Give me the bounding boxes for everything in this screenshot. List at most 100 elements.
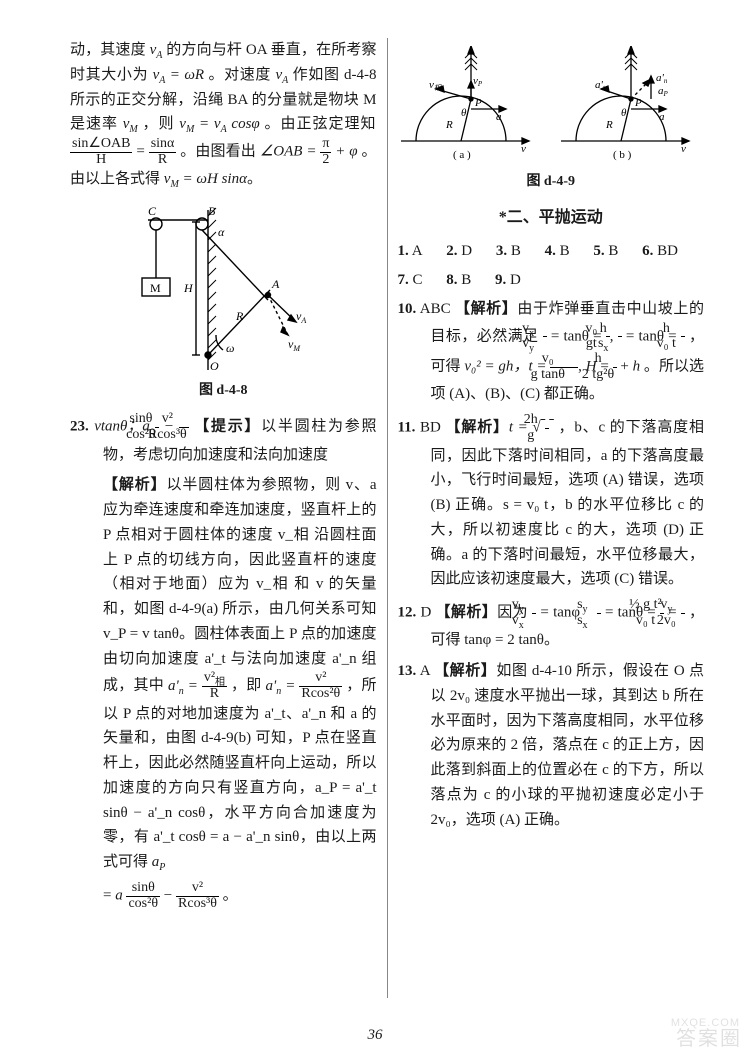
t: ，即 bbox=[231, 678, 265, 694]
ana-label: 【解析】 bbox=[103, 477, 166, 493]
svg-text:R: R bbox=[605, 119, 613, 131]
frac-an2: v²Rcos²θ bbox=[299, 671, 342, 701]
section-title: *二、平抛运动 bbox=[398, 205, 705, 231]
svg-text:a't: a't bbox=[595, 79, 606, 92]
q23: 23. vtanθ；a sinθcos²θ − v²Rcos³θ 【提示】以半圆… bbox=[70, 412, 377, 467]
lbl-B: B bbox=[208, 204, 216, 218]
q23-analysis: 【解析】以半圆柱体为参照物，则 v、a 应为牵连速度和牵连加速度，竖直杆上的 P… bbox=[70, 473, 377, 875]
eq-angle2: + φ bbox=[331, 144, 357, 160]
svg-text:vP: vP bbox=[473, 75, 483, 88]
q10-ans: ABC bbox=[420, 301, 451, 317]
a4: 4. B bbox=[545, 243, 580, 259]
figcap-d-4-8: 图 d-4-8 bbox=[70, 379, 377, 402]
eq-vM: vM = vA cosφ bbox=[179, 116, 259, 132]
ana1: 以半圆柱体为参照物，则 v、a 应为牵连速度和牵连加速度，竖直杆上的 P 点相对… bbox=[103, 477, 377, 694]
q13-text: 如图 d-4-10 所示，假设在 O 点以 2v₀ 速度水平抛出一球，其到达 b… bbox=[431, 663, 705, 828]
q23-frac2: v²Rcos³θ bbox=[179, 412, 189, 442]
two-column-layout: 动，其速度 vA 的方向与杆 OA 垂直，在所考察时其大小为 vA = ωR 。… bbox=[60, 38, 714, 998]
q11-num: 11. bbox=[398, 420, 416, 436]
f: vyvx bbox=[532, 598, 536, 628]
svg-text:a: a bbox=[659, 111, 665, 123]
lbl-omega: ω bbox=[226, 341, 234, 355]
svg-text:v: v bbox=[521, 143, 526, 155]
q12-ans: D bbox=[420, 605, 431, 621]
lbl-vM: vM bbox=[288, 337, 301, 353]
svg-text:v相: v相 bbox=[429, 79, 442, 92]
var-vA: vA bbox=[150, 42, 163, 58]
lbl-alpha: α bbox=[218, 225, 225, 239]
f: v₀g tanθ bbox=[550, 352, 578, 382]
f: 2hg bbox=[545, 413, 549, 443]
lbl-O: O bbox=[210, 359, 219, 373]
q13-num: 13. bbox=[398, 663, 417, 679]
txt: 。由图看出 bbox=[180, 144, 260, 160]
q10-label: 【解析】 bbox=[455, 301, 517, 317]
var-vM: vM bbox=[123, 116, 138, 132]
eq-an1: a'n = bbox=[168, 678, 202, 694]
txt: 动，其速度 bbox=[70, 42, 150, 58]
svg-text:R: R bbox=[445, 119, 453, 131]
lbl-H: H bbox=[183, 281, 194, 295]
var-vA2: vA bbox=[275, 67, 288, 83]
mid: − bbox=[164, 888, 176, 904]
q23-ff1: sinθcos²θ bbox=[126, 881, 160, 911]
q11-label: 【解析】 bbox=[446, 420, 509, 436]
page-number: 36 bbox=[0, 1023, 750, 1048]
q11: 11. BD 【解析】t = √ 2hg ，b、c 的下落高度相同，因此下落时间… bbox=[398, 413, 705, 592]
a9: 9. D bbox=[495, 272, 531, 288]
txt: 。对速度 bbox=[208, 67, 275, 83]
svg-text:P: P bbox=[474, 97, 482, 109]
watermark-main: 答案圈 bbox=[676, 1023, 742, 1056]
a5: 5. B bbox=[593, 243, 628, 259]
q13-label: 【解析】 bbox=[434, 663, 496, 679]
svg-text:a'n: a'n bbox=[656, 72, 668, 85]
a8: 8. B bbox=[446, 272, 481, 288]
frac-sine-law2: sinαR bbox=[149, 137, 177, 167]
lbl-M: M bbox=[150, 281, 161, 295]
q23-ff2: v²Rcos³θ bbox=[176, 881, 219, 911]
q11-ans: BD bbox=[420, 420, 441, 436]
lbl-C: C bbox=[148, 204, 157, 218]
figure-d-4-8: C B α M H R A ω O vA vM bbox=[70, 200, 377, 375]
lbl-vA: vA bbox=[296, 309, 306, 325]
tail: 。 bbox=[223, 888, 238, 904]
lbl-A: A bbox=[271, 277, 280, 291]
f: vxvy bbox=[543, 322, 547, 352]
q23-final-lead: aP bbox=[152, 854, 166, 870]
q23-num: 23. bbox=[70, 419, 89, 435]
svg-text:P: P bbox=[634, 97, 642, 109]
q23-final: = a sinθcos²θ − v²Rcos³θ 。 bbox=[70, 881, 377, 911]
q12-num: 12. bbox=[398, 605, 417, 621]
ana1c: ，所以 P 点的对地加速度为 a'_t、a'_n 和 a 的矢量和，由图 d-4… bbox=[103, 678, 377, 870]
svg-text:v: v bbox=[681, 143, 686, 155]
txt: ，则 bbox=[143, 116, 180, 132]
q12: 12. D 【解析】因为 vyvx = tanφ sysx = tanθ = ½… bbox=[398, 598, 705, 653]
answers-row-2: 7. C 8. B 9. D bbox=[398, 268, 705, 293]
lbl-R: R bbox=[235, 309, 244, 323]
svg-text:a: a bbox=[496, 111, 502, 123]
f: hsx bbox=[618, 322, 622, 352]
f: vy2v₀ bbox=[681, 598, 685, 628]
a7: 7. C bbox=[398, 272, 433, 288]
hint-label: 【提示】 bbox=[194, 419, 261, 435]
para-top: 动，其速度 vA 的方向与杆 OA 垂直，在所考察时其大小为 vA = ωR 。… bbox=[70, 38, 377, 192]
eq-an2: a'n = bbox=[266, 678, 300, 694]
q10-num: 10. bbox=[398, 301, 417, 317]
q13: 13. A 【解析】如图 d-4-10 所示，假设在 O 点以 2v₀ 速度水平… bbox=[398, 659, 705, 832]
svg-text:θ: θ bbox=[461, 107, 467, 119]
figure-d-4-9: v相 vP R θ P a v ( a ) a't a'n aP R θ P bbox=[398, 46, 705, 166]
frac-sine-law: sin∠OABH bbox=[70, 137, 132, 167]
eq-vA: vA = ωR bbox=[153, 67, 204, 83]
eq-vMfinal: vM = ωH sinα bbox=[164, 171, 247, 187]
q13-ans: A bbox=[420, 663, 430, 679]
a6: 6. BD bbox=[642, 243, 688, 259]
a2: 2. D bbox=[446, 243, 482, 259]
svg-text:θ: θ bbox=[621, 107, 627, 119]
frac-pi2: π2 bbox=[320, 137, 331, 167]
f: h2 tg²θ bbox=[613, 352, 617, 382]
txt: 。 bbox=[247, 171, 262, 187]
svg-text:( a ): ( a ) bbox=[453, 149, 471, 161]
q12-label: 【解析】 bbox=[435, 605, 497, 621]
a3: 3. B bbox=[496, 243, 531, 259]
page: 动，其速度 vA 的方向与杆 OA 垂直，在所考察时其大小为 vA = ωR 。… bbox=[0, 0, 750, 1062]
